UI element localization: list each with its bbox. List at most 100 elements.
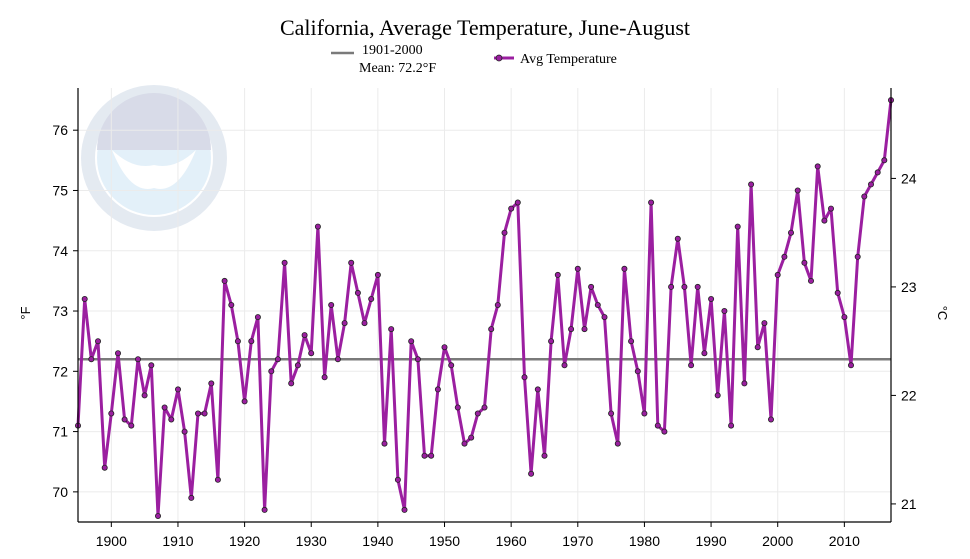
noaa-logo (81, 85, 227, 231)
data-point-1989 (701, 350, 708, 357)
x-tick-label-1930: 1930 (296, 533, 327, 549)
data-point-1910 (174, 386, 181, 393)
data-point-1997 (754, 344, 761, 351)
data-point-1976 (614, 440, 621, 447)
data-point-1907 (154, 513, 161, 520)
data-point-2005 (808, 277, 815, 284)
data-point-1929 (301, 332, 308, 339)
data-point-1987 (688, 362, 695, 369)
data-point-2012 (854, 253, 861, 260)
y-tick-label-f-74: 74 (52, 243, 68, 259)
data-point-1941 (381, 440, 388, 447)
data-point-1992 (721, 307, 728, 314)
data-point-1999 (768, 416, 775, 423)
data-point-1979 (634, 368, 641, 375)
data-point-2011 (848, 362, 855, 369)
data-point-1925 (274, 356, 281, 363)
y-tick-label-f-71: 71 (52, 424, 68, 440)
data-point-1959 (501, 229, 508, 236)
data-point-1913 (194, 410, 201, 417)
data-point-1975 (608, 410, 615, 417)
legend-series-marker (495, 54, 503, 62)
data-point-1973 (594, 301, 601, 308)
data-point-1949 (434, 386, 441, 393)
chart-title: California, Average Temperature, June-Au… (280, 15, 690, 40)
data-point-1956 (481, 404, 488, 411)
data-point-1936 (348, 259, 355, 266)
data-point-1944 (401, 506, 408, 513)
data-point-1940 (374, 271, 381, 278)
data-point-1900 (108, 410, 115, 417)
data-point-1935 (341, 320, 348, 327)
data-point-1958 (494, 301, 501, 308)
data-point-1984 (668, 283, 675, 290)
data-point-1978 (628, 338, 635, 345)
data-point-1957 (488, 326, 495, 333)
x-tick-label-1940: 1940 (362, 533, 393, 549)
data-point-1946 (414, 356, 421, 363)
data-point-2016 (881, 157, 888, 164)
data-point-2008 (828, 205, 835, 212)
legend: 1901-2000 Mean: 72.2°F Avg Temperature (331, 43, 617, 76)
data-point-1919 (234, 338, 241, 345)
data-point-1947 (421, 452, 428, 459)
data-point-1972 (588, 283, 595, 290)
data-point-2014 (868, 181, 875, 188)
data-point-1954 (468, 434, 475, 441)
data-point-1914 (201, 410, 208, 417)
data-point-1945 (408, 338, 415, 345)
legend-baseline-label-1: 1901-2000 (362, 43, 423, 58)
tick-labels: 1900 1910 1920 1930 1940 1950 1960 1970 1980 1990… (52, 122, 916, 549)
data-point-1899 (101, 464, 108, 471)
data-point-1950 (441, 344, 448, 351)
axes (73, 88, 896, 527)
data-point-1939 (368, 295, 375, 302)
data-point-1981 (648, 199, 655, 206)
x-tick-label-1970: 1970 (562, 533, 593, 549)
y-tick-label-c-23: 23 (901, 279, 917, 295)
data-point-1906 (148, 362, 155, 369)
x-tick-label-1990: 1990 (695, 533, 726, 549)
data-point-2006 (814, 163, 821, 170)
data-point-1952 (454, 404, 461, 411)
y-tick-label-f-75: 75 (52, 182, 68, 198)
data-point-1964 (534, 386, 541, 393)
data-point-2000 (774, 271, 781, 278)
data-point-1933 (328, 301, 335, 308)
data-point-1915 (208, 380, 215, 387)
data-point-2003 (794, 187, 801, 194)
data-point-1980 (641, 410, 648, 417)
data-point-1963 (528, 470, 535, 477)
data-point-1916 (214, 476, 221, 483)
data-point-1908 (161, 404, 168, 411)
data-point-1898 (95, 338, 102, 345)
data-point-1994 (734, 223, 741, 230)
y-tick-label-c-22: 22 (901, 387, 917, 403)
data-point-2013 (861, 193, 868, 200)
data-point-1991 (714, 392, 721, 399)
data-point-2009 (834, 289, 841, 296)
data-point-1896 (81, 295, 88, 302)
data-point-1955 (474, 410, 481, 417)
data-point-2002 (788, 229, 795, 236)
data-point-1930 (308, 350, 315, 357)
x-tick-label-1900: 1900 (96, 533, 127, 549)
data-point-1932 (321, 374, 328, 381)
data-point-1998 (761, 320, 768, 327)
data-point-2015 (874, 169, 881, 176)
legend-series-label: Avg Temperature (520, 52, 617, 67)
data-point-1969 (568, 326, 575, 333)
data-point-1905 (141, 392, 148, 399)
x-tick-label-1950: 1950 (429, 533, 460, 549)
data-point-2001 (781, 253, 788, 260)
data-point-1985 (674, 235, 681, 242)
data-point-1982 (654, 422, 661, 429)
data-point-1920 (241, 398, 248, 405)
data-point-1953 (461, 440, 468, 447)
data-point-1962 (521, 374, 528, 381)
data-point-1926 (281, 259, 288, 266)
data-point-1923 (261, 506, 268, 513)
data-point-1942 (388, 326, 395, 333)
data-point-1990 (708, 295, 715, 302)
